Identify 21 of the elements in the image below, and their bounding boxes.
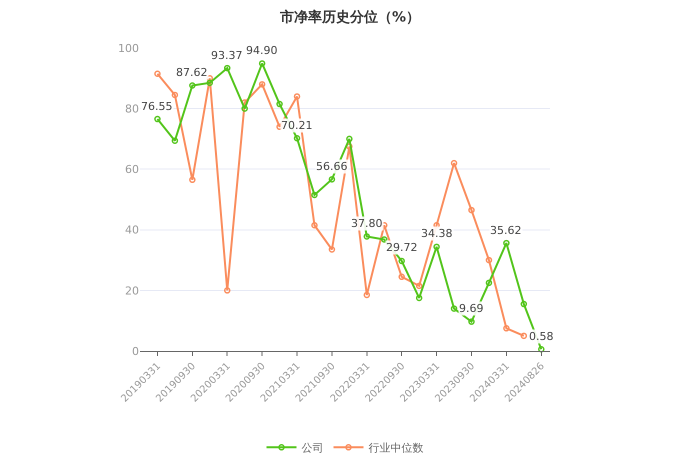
data-label: 56.66: [316, 160, 348, 173]
y-tick-label: 20: [125, 284, 139, 298]
data-label: 9.69: [459, 302, 484, 315]
y-tick-label: 0: [132, 344, 139, 358]
y-tick-label: 40: [125, 224, 139, 237]
chart-title: 市净率历史分位（%）: [278, 8, 420, 26]
data-label: 34.38: [421, 227, 452, 240]
data-label: 87.62: [176, 66, 208, 79]
y-tick-label: 100: [118, 42, 139, 55]
legend-label: 公司: [302, 442, 324, 455]
data-label: 37.80: [351, 217, 382, 230]
data-label: 35.62: [490, 224, 522, 237]
data-label: 0.58: [529, 330, 554, 343]
y-tick-label: 80: [125, 102, 139, 116]
data-label: 70.21: [281, 119, 312, 132]
y-tick-label: 60: [125, 163, 139, 176]
data-label: 29.72: [386, 241, 418, 254]
data-label: 94.90: [246, 44, 278, 57]
data-label: 76.55: [141, 100, 172, 113]
legend-label: 行业中位数: [368, 442, 424, 455]
data-label: 93.37: [211, 49, 242, 62]
